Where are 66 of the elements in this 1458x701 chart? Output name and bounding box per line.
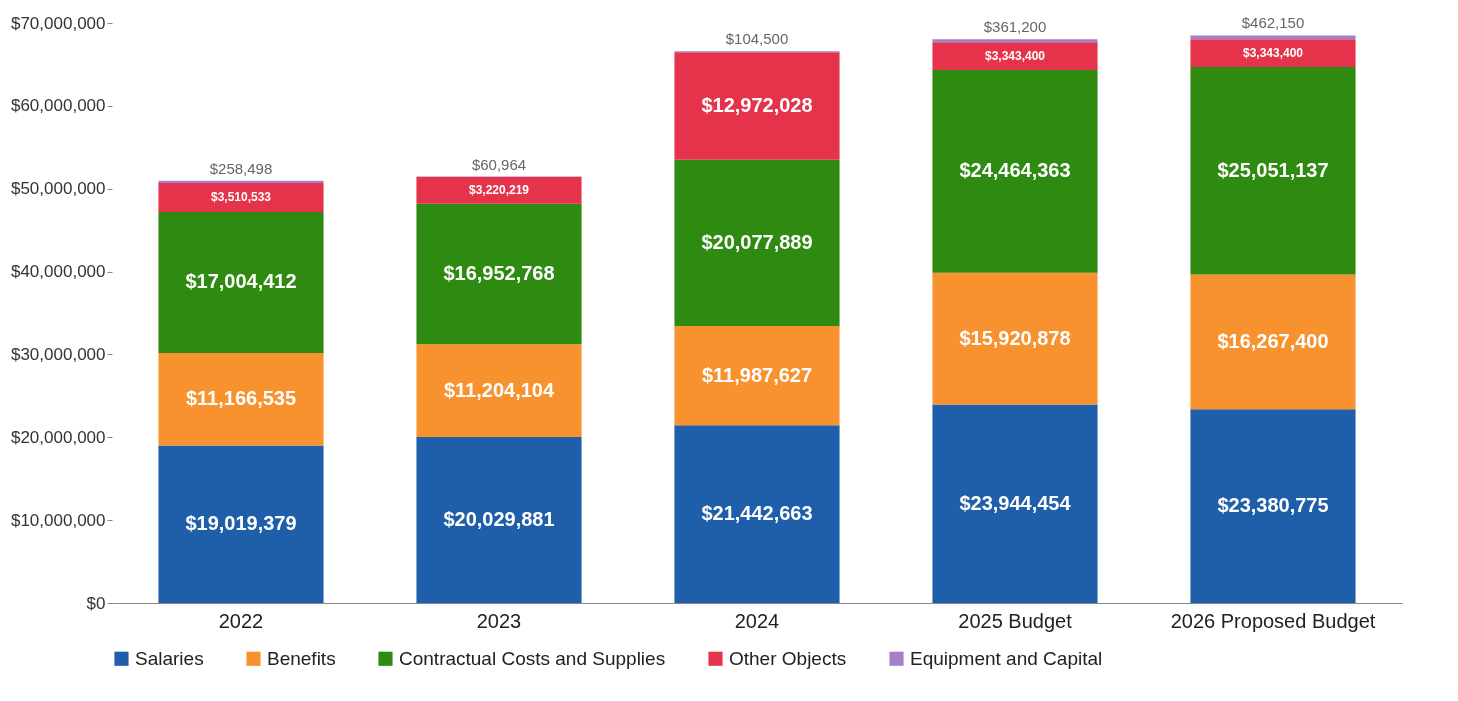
data-label: $23,380,775 <box>1217 494 1329 517</box>
data-label: $25,051,137 <box>1217 158 1329 181</box>
bar <box>674 159 840 327</box>
data-label: $60,964 <box>471 155 527 173</box>
bar <box>1190 274 1356 410</box>
data-label: $104,500 <box>725 30 789 48</box>
data-label: $3,343,400 <box>984 49 1046 64</box>
data-label: $23,944,454 <box>959 491 1072 514</box>
data-label: $24,464,363 <box>959 159 1071 182</box>
bar <box>158 180 324 183</box>
bar <box>674 52 840 160</box>
bar <box>158 445 324 603</box>
bar <box>1190 66 1356 275</box>
bar <box>1190 409 1356 603</box>
x-tick-label: 2025 Budget <box>958 609 1073 632</box>
y-tick-label: $60,000,000 <box>10 96 106 116</box>
bar <box>416 177 582 204</box>
bar <box>416 437 582 603</box>
data-label: $3,510,533 <box>210 190 272 205</box>
bar <box>674 425 840 603</box>
bar <box>932 69 1098 273</box>
x-tick-label: 2026 Proposed Budget <box>1170 609 1376 632</box>
x-tick-label: 2023 <box>476 609 522 632</box>
data-label: $16,952,768 <box>443 261 555 284</box>
y-tick-label: $20,000,000 <box>10 427 106 447</box>
bar <box>416 203 582 345</box>
legend-label: Benefits <box>267 647 336 669</box>
bar <box>932 272 1098 405</box>
data-label: $20,029,881 <box>443 508 555 531</box>
data-label: $11,166,535 <box>185 387 297 410</box>
bar <box>674 326 840 426</box>
data-label: $11,204,104 <box>443 378 555 401</box>
x-tick-label: 2022 <box>218 609 264 632</box>
bar <box>158 352 324 446</box>
y-tick-label: $10,000,000 <box>10 510 106 530</box>
bar <box>1190 39 1356 67</box>
bar <box>932 39 1098 43</box>
y-tick-label: $30,000,000 <box>10 344 106 364</box>
data-label: $258,498 <box>209 159 273 177</box>
y-tick-label: $50,000,000 <box>10 179 106 199</box>
data-label: $21,442,663 <box>701 502 813 525</box>
data-label: $12,972,028 <box>701 93 813 116</box>
y-tick-label: $40,000,000 <box>10 262 106 282</box>
data-label: $16,267,400 <box>1217 329 1329 352</box>
legend-label: Contractual Costs and Supplies <box>399 647 666 669</box>
data-label: $15,920,878 <box>959 326 1071 349</box>
bar <box>932 404 1098 603</box>
legend-label: Salaries <box>135 647 204 669</box>
bar <box>932 42 1098 70</box>
data-label: $462,150 <box>1241 14 1305 32</box>
bar <box>1190 35 1356 40</box>
data-label: $3,343,400 <box>1242 46 1304 61</box>
data-label: $11,987,627 <box>701 363 813 386</box>
data-label: $20,077,889 <box>701 230 813 253</box>
y-tick-label: $0 <box>86 593 106 613</box>
bar <box>158 182 324 212</box>
data-label: $361,200 <box>983 18 1047 36</box>
y-tick-label: $70,000,000 <box>10 13 106 33</box>
legend-label: Other Objects <box>729 647 847 669</box>
x-tick-label: 2024 <box>734 609 780 632</box>
data-label: $17,004,412 <box>185 270 297 293</box>
legend-label: Equipment and Capital <box>910 647 1103 669</box>
data-label: $19,019,379 <box>185 512 297 535</box>
bar <box>416 344 582 438</box>
data-label: $3,220,219 <box>468 183 530 198</box>
bar <box>158 211 324 353</box>
